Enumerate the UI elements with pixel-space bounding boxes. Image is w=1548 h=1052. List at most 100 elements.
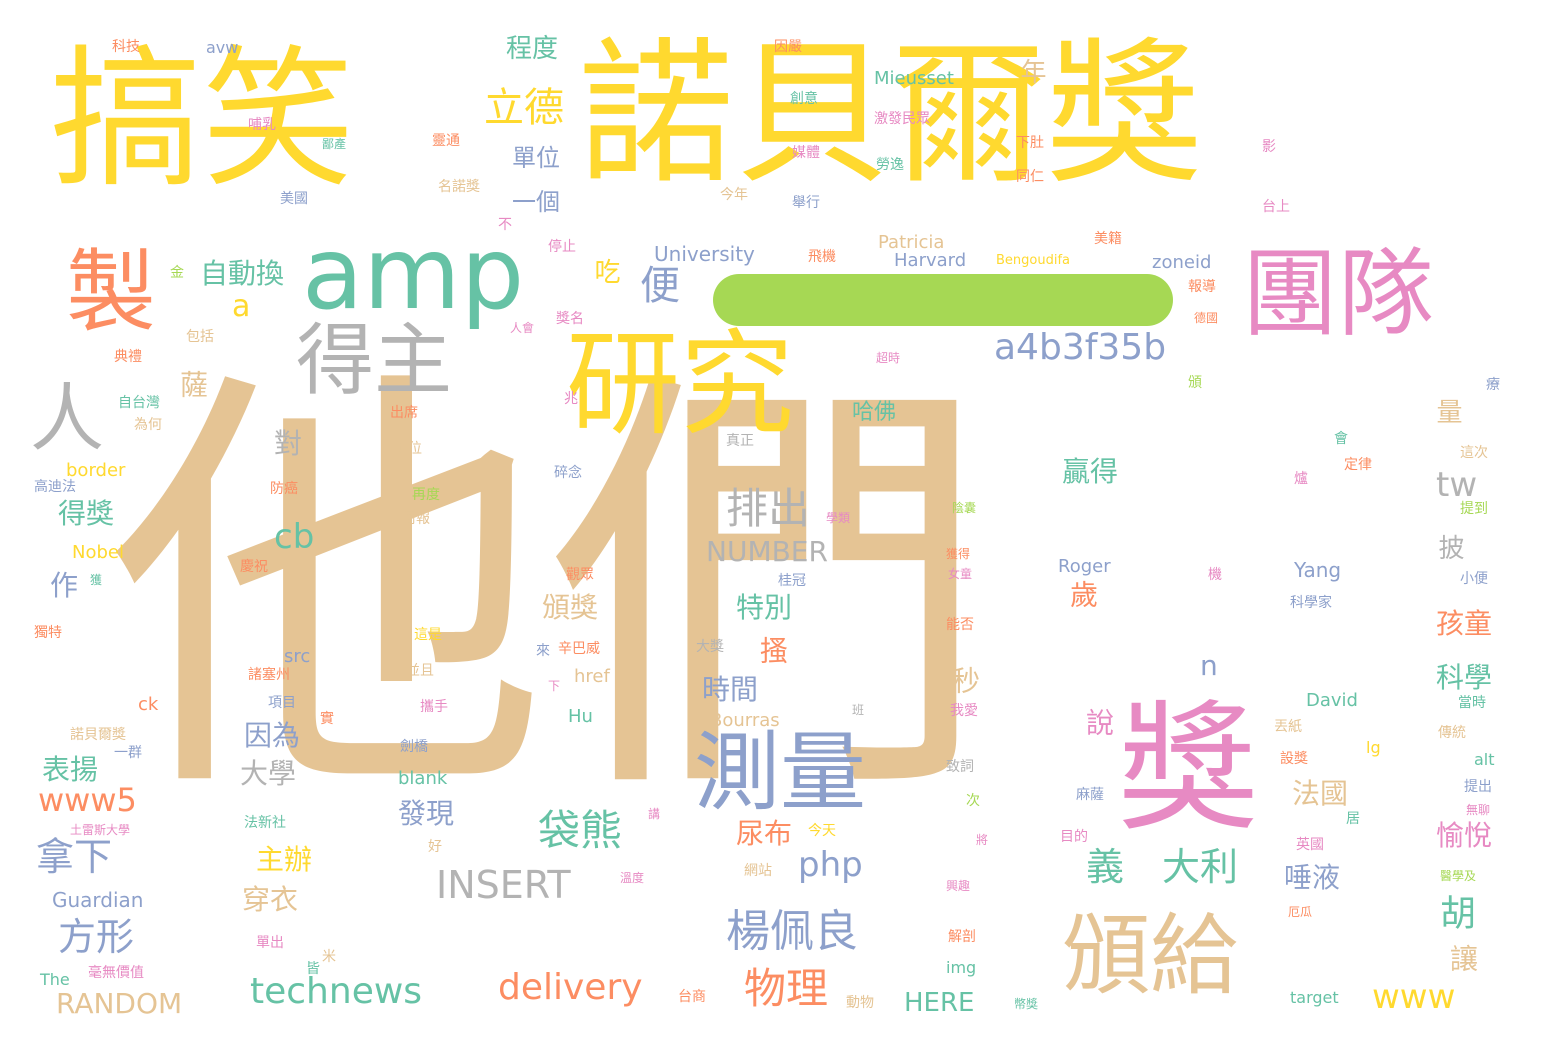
cloud-word: Bourras	[710, 710, 780, 731]
cloud-word: 舉行	[792, 195, 820, 211]
cloud-word: 定律	[1344, 457, 1372, 473]
cloud-word: 一個	[512, 188, 560, 216]
cloud-word: 這是	[414, 627, 442, 643]
cloud-word: 頒	[1188, 375, 1202, 391]
cloud-word: 哺乳	[248, 117, 276, 133]
cloud-word: 孩童	[1436, 607, 1493, 640]
cloud-word: 學類	[826, 511, 851, 525]
cloud-word: 袋熊	[538, 806, 623, 855]
cloud-word: php	[798, 845, 863, 885]
cloud-word: ck	[138, 694, 159, 715]
cloud-word: 測量	[694, 723, 866, 823]
cloud-word: 今天	[808, 823, 836, 839]
cloud-word: 自動換	[200, 257, 285, 290]
cloud-word: 傳統	[1438, 725, 1466, 741]
cloud-word: 搔	[756, 636, 789, 664]
cloud-word: 表揚	[42, 753, 99, 786]
cloud-word: 為何	[134, 417, 162, 433]
cloud-word: 單出	[256, 935, 284, 951]
cloud-word: 碎念	[554, 465, 582, 481]
cloud-word: 哈佛	[852, 400, 897, 425]
cloud-word: 設獎	[1280, 751, 1308, 767]
cloud-word: cb	[274, 517, 315, 557]
cloud-word: 諸塞州	[248, 667, 290, 683]
cloud-word: 報導	[1188, 279, 1216, 295]
cloud-word: 無聊	[1466, 803, 1491, 817]
cloud-word: 楊佩良	[726, 906, 858, 957]
cloud-word: 科學	[1436, 661, 1493, 694]
cloud-word: 出席	[390, 405, 418, 421]
cloud-word: Hu	[568, 706, 593, 727]
cloud-word: 研究	[566, 318, 795, 451]
cloud-word: zoneid	[1152, 252, 1212, 273]
cloud-word: 讓	[1446, 944, 1479, 972]
cloud-word: www5	[38, 781, 137, 819]
cloud-word: University	[654, 242, 755, 266]
cloud-word: 台商	[678, 989, 706, 1005]
cloud-word: 自台灣	[118, 395, 160, 411]
cloud-word: 大學	[240, 757, 297, 790]
cloud-word: img	[946, 958, 977, 977]
cloud-word: INSERT	[436, 863, 571, 907]
cloud-word: 提到	[1460, 501, 1488, 517]
cloud-word: 人會	[510, 321, 535, 335]
cloud-word: 好	[428, 839, 442, 855]
cloud-word: 兆	[564, 391, 578, 407]
cloud-word: 科學家	[1290, 595, 1332, 611]
cloud-word: 量	[1432, 398, 1462, 424]
cloud-word: HERE	[904, 988, 975, 1018]
cloud-word: 方形	[58, 915, 135, 959]
cloud-word: 小便	[1460, 571, 1488, 587]
cloud-word: 項目	[268, 695, 296, 711]
cloud-word: 大利	[1162, 845, 1239, 889]
cloud-word: href	[574, 666, 610, 687]
cloud-word: 德國	[1194, 311, 1219, 325]
cloud-word: Mieusset	[874, 68, 954, 89]
cloud-word: 時間	[702, 673, 759, 706]
cloud-word: 來	[536, 643, 550, 659]
cloud-word: 頒獎	[542, 591, 599, 624]
cloud-word: alt	[1474, 750, 1495, 769]
cloud-word: 厄瓜	[1288, 905, 1313, 919]
cloud-word: 義	[1086, 845, 1125, 889]
cloud-word: 靈通	[432, 133, 460, 149]
cloud-word: 居	[1346, 811, 1360, 827]
cloud-word: lg	[1366, 738, 1381, 757]
cloud-word: 辛巴威	[558, 641, 600, 657]
cloud-word: 劍橋	[400, 739, 428, 755]
cloud-word: 因嚴	[774, 39, 802, 55]
cloud-word: 丟紙	[1274, 719, 1302, 735]
cloud-word: 溫度	[620, 871, 645, 885]
cloud-word: 排出	[726, 484, 811, 533]
cloud-word: 年	[1016, 58, 1046, 84]
cloud-word: RANDOM	[56, 987, 183, 1020]
cloud-word: Yang	[1294, 558, 1342, 582]
cloud-word: 人	[30, 376, 104, 462]
cloud-word: 得獎	[58, 497, 115, 530]
cloud-word: 媒體	[792, 145, 820, 161]
cloud-word: 防癌	[270, 481, 298, 497]
cloud-word: 觀眾	[566, 567, 594, 583]
cloud-word: 班	[852, 703, 865, 717]
cloud-word: amp	[302, 215, 525, 332]
cloud-word: a4b3f35b	[994, 327, 1167, 368]
cloud-word: 鄙產	[322, 137, 347, 151]
cloud-word: 美籍	[1094, 231, 1122, 247]
cloud-word: 不	[498, 217, 512, 233]
cloud-word: 頒給	[1062, 904, 1239, 1007]
cloud-word: 創意	[790, 91, 818, 107]
cloud-word: 發現	[398, 797, 455, 830]
cloud-word: 獎	[1118, 688, 1259, 851]
cloud-word: 諾貝爾獎	[70, 727, 126, 743]
cloud-word: 機	[1208, 567, 1222, 583]
cloud-word: 激發民眾	[874, 111, 930, 127]
cloud-word: 搞笑	[50, 31, 354, 208]
cloud-word: Guardian	[52, 888, 144, 912]
cloud-word: 包括	[186, 329, 214, 345]
cloud-word: 科技	[112, 39, 140, 55]
cloud-word: 說	[1082, 708, 1115, 736]
cloud-word: 勞逸	[876, 157, 904, 173]
cloud-word: 胡	[1434, 894, 1475, 930]
cloud-word: The	[40, 970, 70, 989]
